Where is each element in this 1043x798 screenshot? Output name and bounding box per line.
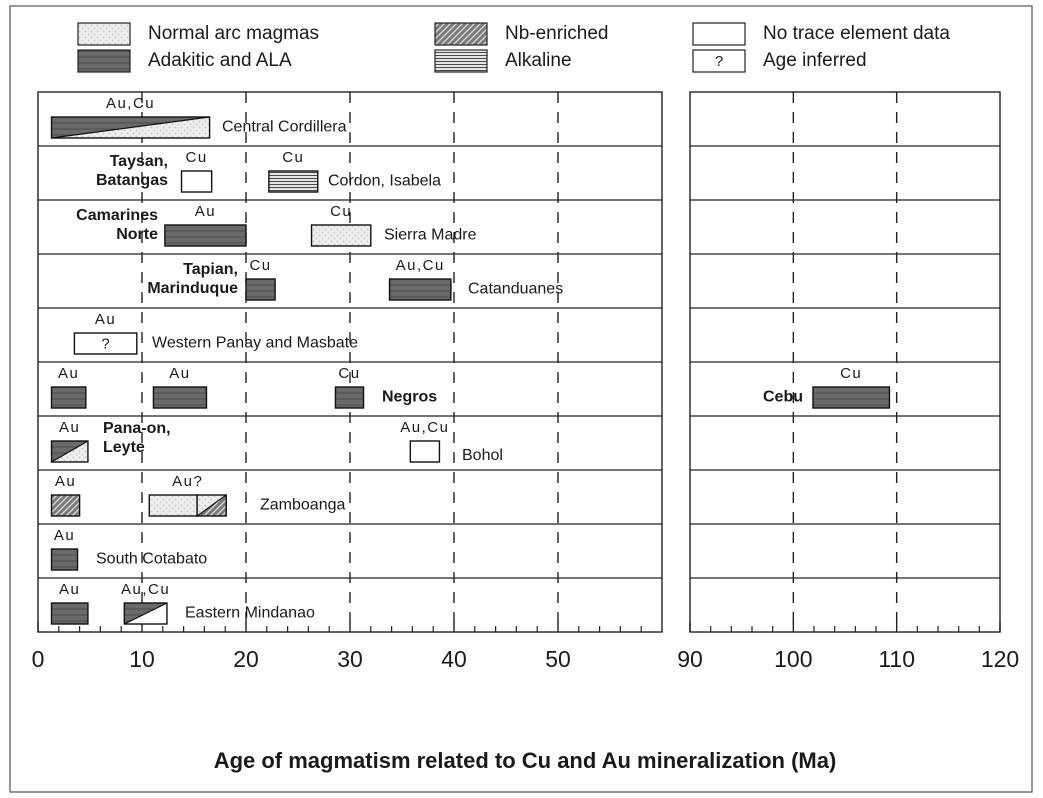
bar — [812, 386, 891, 409]
locality-label: Taysan, — [110, 153, 168, 170]
legend-swatch — [77, 49, 131, 73]
legend-label: Age inferred — [763, 50, 867, 71]
bar-outline — [123, 602, 168, 625]
locality-label: Sierra Madre — [384, 227, 477, 244]
x-tick-label: 90 — [677, 646, 703, 672]
metal-label: Au,Cu — [400, 419, 449, 436]
metal-label: Au — [169, 365, 190, 382]
metal-label: Cu — [186, 149, 208, 166]
locality-label: Eastern Mindanao — [185, 605, 315, 622]
bar — [50, 386, 87, 409]
locality-label: Bohol — [462, 447, 503, 464]
bar-outline — [196, 494, 227, 517]
legend-swatch — [434, 22, 488, 46]
locality-label: Negros — [382, 389, 437, 406]
bar-part — [124, 603, 167, 624]
metal-label: Au — [54, 527, 75, 544]
locality-label: Leyte — [103, 439, 145, 456]
x-tick-label: 120 — [981, 646, 1019, 672]
locality-label: Tapian, — [183, 261, 238, 278]
bar — [148, 494, 198, 517]
metal-label: Au? — [172, 473, 203, 490]
bar — [409, 440, 441, 463]
bar — [152, 386, 208, 409]
metal-label: Au,Cu — [396, 257, 445, 274]
metal-label: Au — [55, 473, 76, 490]
bar-split — [124, 602, 168, 625]
metal-label: Cu — [840, 365, 862, 382]
x-tick-label: 40 — [441, 646, 467, 672]
bar — [50, 602, 89, 625]
frame — [9, 5, 1033, 793]
bar-outline — [50, 440, 89, 463]
bar-split — [51, 440, 89, 463]
locality-label: Camarines — [76, 207, 158, 224]
legend-label: Adakitic and ALA — [148, 50, 292, 71]
locality-label: Zamboanga — [260, 497, 345, 514]
legend-swatch — [77, 22, 131, 46]
legend-swatch — [692, 49, 746, 73]
bar — [164, 224, 247, 247]
metal-label: Au — [95, 311, 116, 328]
locality-label: Norte — [116, 226, 158, 243]
legend-label: Normal arc magmas — [148, 23, 319, 44]
bar — [50, 494, 81, 517]
x-tick-label: 20 — [233, 646, 259, 672]
bar — [388, 278, 452, 301]
metal-label: Au,Cu — [106, 95, 155, 112]
locality-label: Central Cordillera — [222, 119, 347, 136]
x-tick-label: 0 — [32, 646, 45, 672]
bar — [73, 332, 138, 355]
locality-label: Cebu — [763, 389, 803, 406]
locality-label: Catanduanes — [468, 281, 563, 298]
bar — [245, 278, 276, 301]
metal-label: Cu — [249, 257, 271, 274]
bar — [180, 170, 213, 193]
bar — [50, 548, 79, 571]
metal-label: Au — [195, 203, 216, 220]
x-tick-label: 10 — [129, 646, 155, 672]
legend-marker: ? — [715, 53, 723, 70]
legend-label: Nb-enriched — [505, 23, 609, 44]
bar-split — [51, 116, 210, 139]
legend-label: No trace element data — [763, 23, 950, 44]
locality-label: Marinduque — [147, 280, 238, 297]
locality-label: Pana-on, — [103, 420, 171, 437]
metal-label: Au — [59, 419, 80, 436]
locality-label: Batangas — [96, 172, 168, 189]
locality-label: Cordon, Isabela — [328, 173, 441, 190]
bar — [268, 170, 319, 193]
metal-label: Cu — [338, 365, 360, 382]
x-axis-label: Age of magmatism related to Cu and Au mi… — [214, 748, 837, 773]
legend-swatch — [434, 49, 488, 73]
locality-label: Western Panay and Masbate — [152, 335, 358, 352]
legend-label: Alkaline — [505, 50, 572, 71]
metal-label: Au — [58, 365, 79, 382]
metal-label: Au,Cu — [121, 581, 170, 598]
x-tick-label: 30 — [337, 646, 363, 672]
bar-marker: ? — [101, 335, 109, 352]
x-tick-label: 110 — [878, 646, 915, 672]
metal-label: Cu — [330, 203, 352, 220]
x-tick-label: 50 — [545, 646, 571, 672]
bar — [334, 386, 365, 409]
bar-split — [196, 494, 227, 517]
legend-swatch — [692, 22, 746, 46]
locality-label: South Cotabato — [96, 551, 207, 568]
bar-outline — [50, 116, 211, 139]
bar — [310, 224, 372, 247]
metal-label: Cu — [282, 149, 304, 166]
x-tick-label: 100 — [774, 646, 812, 672]
metal-label: Au — [59, 581, 80, 598]
